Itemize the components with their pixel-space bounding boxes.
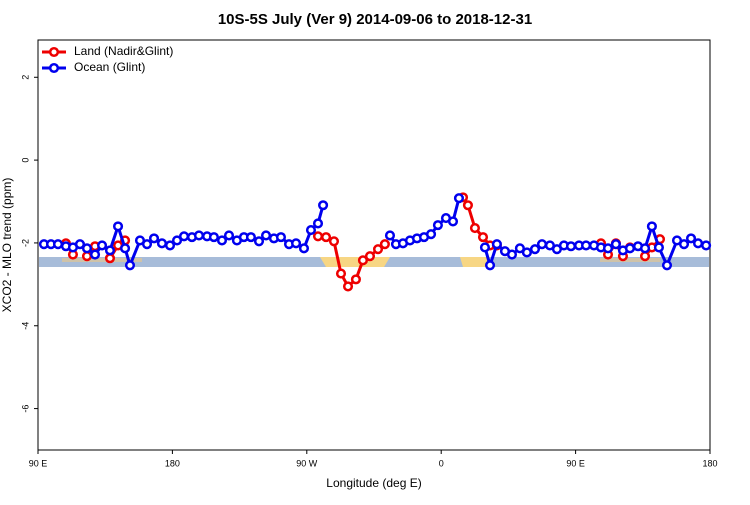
point	[318, 200, 329, 211]
point	[321, 232, 332, 243]
point	[156, 238, 167, 249]
point	[328, 236, 340, 247]
point	[141, 239, 153, 250]
x-axis-label: Longitude (deg E)	[326, 476, 421, 490]
point	[335, 268, 347, 279]
point	[342, 281, 354, 292]
point	[379, 239, 390, 250]
x-tick-label: 180	[702, 458, 717, 468]
point	[506, 249, 518, 260]
point	[469, 222, 480, 234]
point	[164, 240, 176, 251]
x-tick-label: 90 E	[566, 458, 585, 468]
point	[104, 253, 116, 264]
point	[305, 225, 317, 236]
point	[312, 231, 324, 242]
point	[245, 232, 256, 243]
point	[260, 230, 272, 241]
point	[514, 243, 525, 254]
point	[646, 221, 657, 232]
y-tick-label: -4	[20, 322, 30, 330]
legend-marker	[48, 62, 60, 74]
point	[290, 238, 302, 249]
point	[193, 230, 205, 241]
x-tick-label: 180	[165, 458, 180, 468]
point	[462, 200, 473, 211]
point	[447, 216, 459, 227]
point	[661, 260, 673, 271]
point	[685, 233, 697, 244]
point	[275, 232, 287, 243]
point	[357, 255, 368, 266]
point	[477, 232, 489, 243]
point	[639, 243, 651, 254]
point	[216, 235, 228, 246]
point	[678, 239, 690, 250]
point	[298, 243, 310, 254]
point	[148, 233, 160, 244]
y-tick-label: 2	[20, 75, 30, 80]
point	[112, 221, 124, 232]
point	[624, 243, 636, 254]
chart-title: 10S-5S July (Ver 9) 2014-09-06 to 2018-1…	[218, 11, 532, 28]
point	[208, 232, 219, 243]
point	[171, 235, 183, 246]
point	[384, 230, 396, 241]
point	[639, 251, 651, 262]
point	[453, 193, 465, 204]
y-tick-label: 0	[20, 158, 30, 163]
point	[653, 242, 664, 253]
point	[565, 241, 577, 252]
point	[491, 239, 502, 250]
legend-label: Land (Nadir&Glint)	[74, 44, 173, 58]
point	[124, 260, 136, 271]
point	[253, 236, 265, 247]
point	[89, 249, 101, 260]
x-tick-label: 0	[439, 458, 444, 468]
point	[52, 239, 64, 250]
point	[701, 240, 712, 251]
legend-label: Ocean (Glint)	[74, 60, 145, 74]
point	[529, 244, 541, 255]
x-tick-label: 90 W	[296, 458, 318, 468]
point	[479, 242, 491, 253]
point	[364, 251, 376, 262]
legend-marker	[48, 46, 60, 58]
point	[223, 230, 235, 241]
y-tick-label: -2	[20, 239, 30, 247]
point	[74, 239, 86, 250]
point	[602, 243, 614, 254]
point	[693, 238, 704, 249]
point	[312, 218, 324, 229]
point	[610, 239, 621, 250]
point	[432, 220, 443, 231]
point	[350, 274, 361, 285]
x-tick-label: 90 E	[29, 458, 48, 468]
point	[178, 231, 190, 242]
y-tick-label: -6	[20, 405, 30, 413]
y-axis-label: XCO2 - MLO trend (ppm)	[0, 178, 14, 313]
point	[484, 260, 496, 271]
point	[425, 229, 437, 240]
point	[521, 247, 532, 258]
point	[372, 244, 384, 255]
point	[81, 243, 93, 254]
point	[536, 239, 548, 250]
point	[104, 245, 116, 256]
point	[581, 240, 592, 251]
point	[120, 243, 131, 254]
point	[97, 240, 108, 251]
point	[81, 251, 93, 262]
